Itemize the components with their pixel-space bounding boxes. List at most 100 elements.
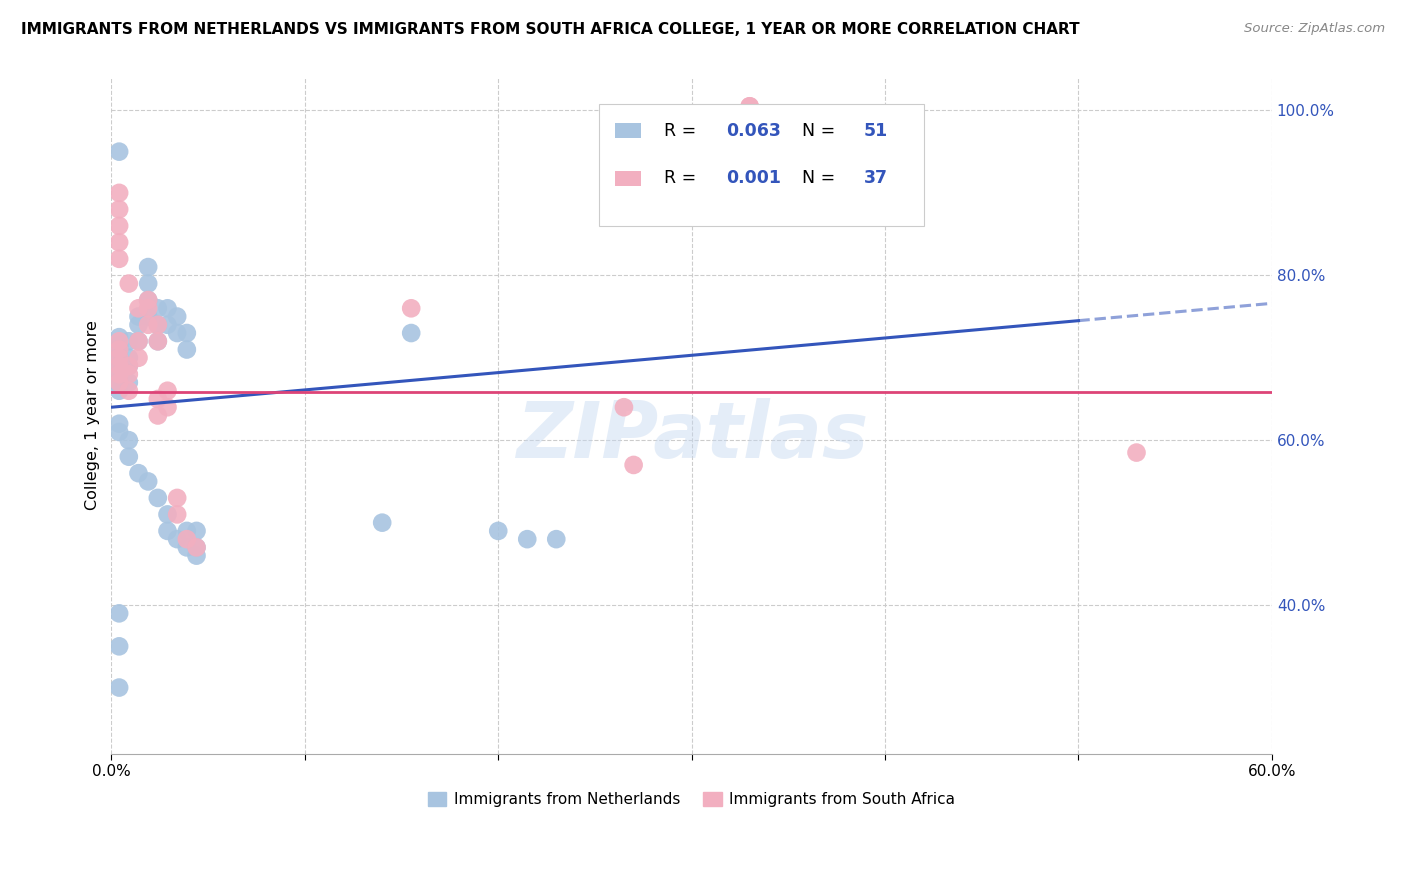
Point: [176, 326, 198, 340]
Point: [516, 532, 538, 546]
Point: [613, 401, 636, 415]
Text: 37: 37: [863, 169, 887, 187]
Point: [146, 318, 169, 332]
Point: [118, 376, 141, 390]
Point: [486, 524, 509, 538]
Text: 0.063: 0.063: [727, 122, 782, 140]
Point: [399, 301, 422, 316]
Point: [108, 351, 131, 365]
Point: [623, 458, 645, 472]
Point: [146, 334, 169, 349]
Point: [156, 524, 179, 538]
Point: [136, 318, 159, 332]
Point: [1125, 445, 1147, 459]
Point: [108, 417, 131, 431]
Point: [176, 343, 198, 357]
Point: [176, 524, 198, 538]
Point: [136, 293, 159, 307]
Point: [127, 310, 149, 324]
Point: [738, 99, 761, 113]
Text: IMMIGRANTS FROM NETHERLANDS VS IMMIGRANTS FROM SOUTH AFRICA COLLEGE, 1 YEAR OR M: IMMIGRANTS FROM NETHERLANDS VS IMMIGRANT…: [21, 22, 1080, 37]
Point: [108, 351, 131, 365]
Point: [127, 301, 149, 316]
FancyBboxPatch shape: [614, 123, 641, 138]
Point: [118, 351, 141, 365]
Point: [127, 334, 149, 349]
Point: [118, 359, 141, 373]
Point: [108, 202, 131, 217]
Text: N =: N =: [801, 122, 841, 140]
Point: [186, 549, 208, 563]
Point: [108, 186, 131, 200]
Point: [108, 330, 131, 344]
Point: [118, 334, 141, 349]
Point: [156, 401, 179, 415]
Point: [136, 277, 159, 291]
Point: [108, 607, 131, 621]
Point: [108, 368, 131, 382]
Y-axis label: College, 1 year or more: College, 1 year or more: [86, 320, 100, 510]
Point: [108, 425, 131, 439]
Point: [127, 351, 149, 365]
Point: [166, 491, 188, 505]
Point: [108, 145, 131, 159]
Legend: Immigrants from Netherlands, Immigrants from South Africa: Immigrants from Netherlands, Immigrants …: [422, 786, 962, 814]
Point: [166, 532, 188, 546]
Point: [146, 301, 169, 316]
Text: R =: R =: [664, 169, 702, 187]
Point: [127, 466, 149, 480]
Point: [127, 334, 149, 349]
Point: [176, 532, 198, 546]
FancyBboxPatch shape: [614, 170, 641, 186]
Text: 51: 51: [863, 122, 887, 140]
Point: [108, 681, 131, 695]
Point: [136, 475, 159, 489]
Point: [156, 384, 179, 398]
Point: [108, 368, 131, 382]
Point: [127, 318, 149, 332]
Point: [108, 376, 131, 390]
Text: R =: R =: [664, 122, 702, 140]
Point: [108, 359, 131, 373]
Text: ZIPatlas: ZIPatlas: [516, 398, 868, 474]
Point: [136, 310, 159, 324]
Point: [118, 384, 141, 398]
Point: [108, 252, 131, 266]
Point: [156, 508, 179, 522]
Point: [146, 409, 169, 423]
Point: [399, 326, 422, 340]
Point: [118, 277, 141, 291]
Point: [371, 516, 394, 530]
Text: 0.001: 0.001: [727, 169, 782, 187]
Point: [136, 260, 159, 274]
Point: [136, 293, 159, 307]
Point: [118, 450, 141, 464]
Point: [146, 491, 169, 505]
Point: [186, 541, 208, 555]
Point: [156, 301, 179, 316]
Point: [146, 392, 169, 406]
Text: N =: N =: [801, 169, 841, 187]
Point: [108, 343, 131, 357]
Text: Source: ZipAtlas.com: Source: ZipAtlas.com: [1244, 22, 1385, 36]
Point: [108, 219, 131, 233]
Point: [738, 99, 761, 113]
Point: [108, 338, 131, 352]
Point: [186, 524, 208, 538]
FancyBboxPatch shape: [599, 104, 924, 227]
Point: [108, 640, 131, 654]
Point: [166, 310, 188, 324]
Point: [146, 334, 169, 349]
Point: [146, 318, 169, 332]
Point: [186, 541, 208, 555]
Point: [166, 326, 188, 340]
Point: [108, 334, 131, 349]
Point: [108, 235, 131, 250]
Point: [108, 359, 131, 373]
Point: [108, 384, 131, 398]
Point: [156, 318, 179, 332]
Point: [118, 434, 141, 448]
Point: [118, 368, 141, 382]
Point: [136, 301, 159, 316]
Point: [166, 508, 188, 522]
